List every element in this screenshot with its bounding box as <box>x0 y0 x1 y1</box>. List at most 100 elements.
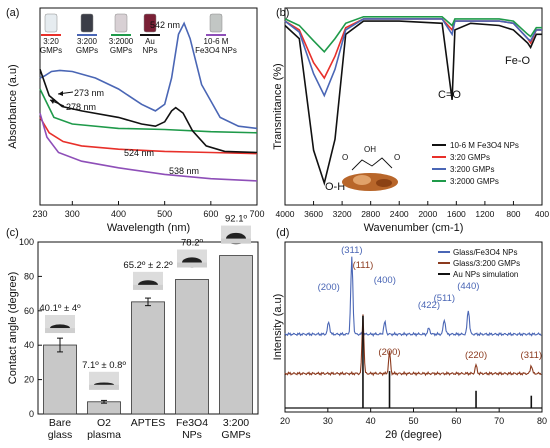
peak-label-brown: (311) <box>521 350 542 361</box>
x-tick-label: 3200 <box>333 209 352 219</box>
category-label: APTES <box>131 417 165 429</box>
nanoparticle-highlight <box>353 175 371 185</box>
peak-label-blue: (440) <box>457 281 479 292</box>
series-line-4 <box>39 69 258 154</box>
legend-label: 10-6 M Fe3O4 NPs <box>450 141 519 150</box>
arrow-head <box>58 91 63 96</box>
y-axis-label: Transmitance (%) <box>272 63 284 149</box>
x-tick-label: 700 <box>249 209 264 219</box>
arrow-head <box>50 99 55 104</box>
panel-letter: (b) <box>276 7 289 19</box>
peak-label-brown: (220) <box>465 350 487 361</box>
panel-letter: (c) <box>6 227 19 239</box>
series-line-3 <box>284 18 542 98</box>
vial-label: 3:200 <box>77 37 98 46</box>
category-label: NPs <box>182 429 202 441</box>
legend-label: Glass/Fe3O4 NPs <box>453 248 517 257</box>
y-tick-label: 20 <box>24 375 34 385</box>
droplet-substrate <box>133 284 163 290</box>
x-tick-label: 70 <box>494 416 504 426</box>
category-label: plasma <box>87 429 121 441</box>
x-tick-label: 1200 <box>475 209 494 219</box>
vial-label: GMPs <box>76 46 98 55</box>
category-label: O2 <box>97 417 111 429</box>
series-line-3 <box>39 88 258 134</box>
band-annotation: C=O <box>438 89 461 101</box>
droplet-substrate <box>89 384 119 390</box>
panel-d: 20 30 40 50 60 70 80 2θ (degree) Intensity (a.u)… <box>272 241 547 441</box>
droplet-substrate <box>177 262 207 268</box>
plot-frame <box>284 7 543 206</box>
legend-label: Glass/3:200 GMPs <box>453 259 520 268</box>
x-tick-label: 400 <box>535 209 549 219</box>
x-tick-label: 80 <box>537 416 547 426</box>
series-line-1 <box>284 256 542 338</box>
legend-label: Au NPs simulation <box>453 270 518 279</box>
series-line-1 <box>39 116 258 155</box>
x-tick-label: 20 <box>280 416 290 426</box>
series-line-1 <box>284 20 542 187</box>
x-tick-label: 40 <box>366 416 376 426</box>
panel-c: 0 20 40 60 80 100 Contact angle (degree) 40.1º … <box>7 214 259 441</box>
vial-image <box>114 13 128 33</box>
y-tick-label: 100 <box>19 237 34 247</box>
category-label: 3:200 <box>223 417 249 429</box>
x-tick-label: 230 <box>32 209 47 219</box>
x-tick-label: 800 <box>506 209 520 219</box>
bar <box>175 279 209 415</box>
nanoparticle-shade <box>376 179 392 187</box>
x-tick-label: 3600 <box>304 209 323 219</box>
peak-annotation: 538 nm <box>169 166 199 176</box>
series-line-2 <box>284 18 542 80</box>
y-tick-label: 0 <box>29 409 34 419</box>
x-axis-label: Wavenumber (cm-1) <box>364 222 464 234</box>
vial-label: 10-6 M <box>204 37 229 46</box>
peak-annotation: 273 nm <box>74 88 104 98</box>
series-line-5 <box>39 112 258 182</box>
vial-label: 3:20 <box>43 37 59 46</box>
peak-label-blue: (400) <box>374 275 396 286</box>
peak-label-brown: (200) <box>378 347 400 358</box>
value-label: 65.2º ± 2.2º <box>123 260 173 271</box>
y-tick-label: 80 <box>24 271 34 281</box>
vial-image <box>143 13 157 33</box>
x-tick-label: 4000 <box>276 209 295 219</box>
panel-letter: (a) <box>6 7 19 19</box>
x-axis-label: 2θ (degree) <box>385 429 442 441</box>
x-tick-label: 2800 <box>361 209 380 219</box>
x-tick-label: 500 <box>157 209 172 219</box>
panel-letter: (d) <box>276 227 289 239</box>
category-label: GMPs <box>221 429 250 441</box>
peak-annotation: 542 nm <box>150 20 180 30</box>
category-label: glass <box>48 429 73 441</box>
series-line-4 <box>284 16 542 54</box>
peak-annotation: 278 nm <box>66 102 96 112</box>
bar <box>43 344 77 415</box>
legend-label: 3:2000 GMPs <box>450 177 499 186</box>
peak-label-blue: (422) <box>418 300 440 311</box>
y-axis-label: Contact angle (degree) <box>7 272 19 385</box>
molecule-illustration: OH O O <box>342 145 400 191</box>
value-label: 92.1º <box>225 214 247 225</box>
x-tick-label: 2000 <box>418 209 437 219</box>
vial-label: GMPs <box>40 46 62 55</box>
series-line-2 <box>39 21 258 130</box>
y-axis-label: Intensity (a.u) <box>272 294 284 361</box>
band-annotation: O-H <box>325 181 345 193</box>
value-label: 78.2º <box>181 237 203 248</box>
x-tick-label: 2400 <box>390 209 409 219</box>
molecule-label: OH <box>364 145 376 154</box>
bar <box>219 255 253 415</box>
molecule-label: O <box>342 153 348 162</box>
x-tick-label: 300 <box>65 209 80 219</box>
panel-a: 230 300 400 500 600 700 Wavelength (nm) Absorba… <box>7 7 265 234</box>
legend-label: 3:200 GMPs <box>450 165 494 174</box>
droplet-substrate <box>221 238 251 244</box>
y-tick-label: 40 <box>24 340 34 350</box>
vial-label: Au <box>145 37 155 46</box>
x-tick-label: 30 <box>323 416 333 426</box>
vial-image <box>80 13 94 33</box>
molecule-bonds <box>351 157 393 171</box>
vial-image <box>44 13 58 33</box>
